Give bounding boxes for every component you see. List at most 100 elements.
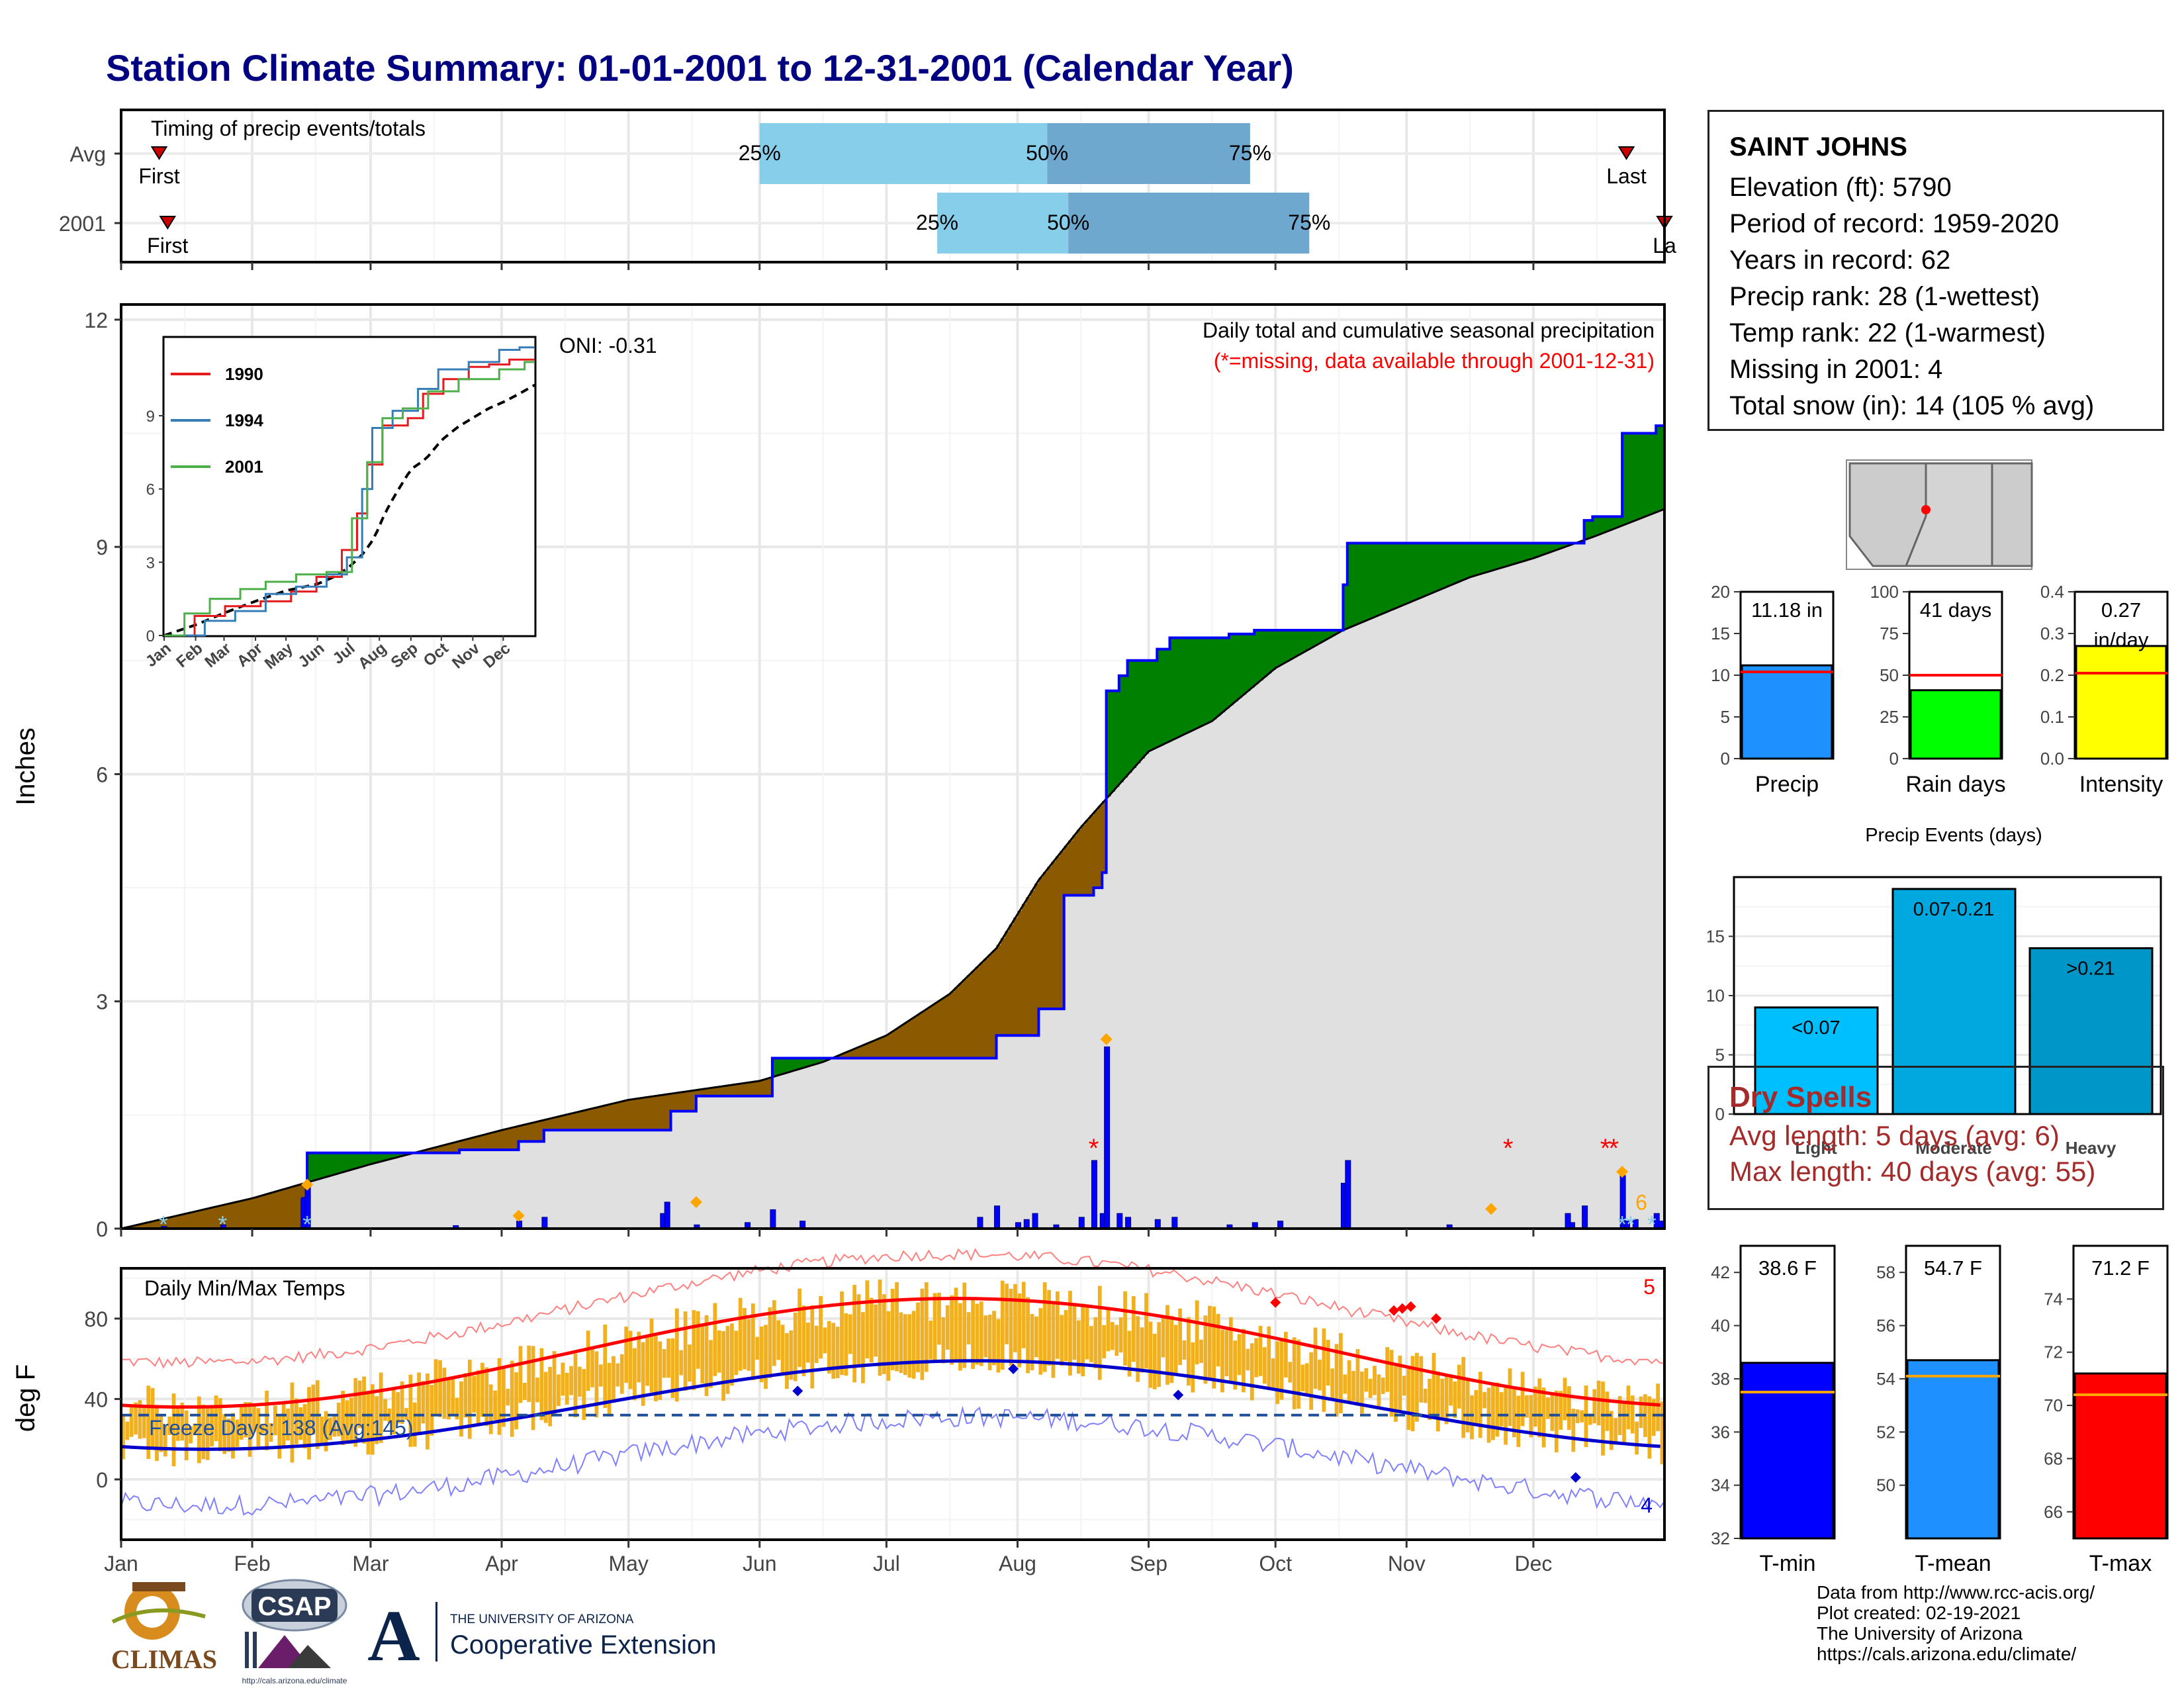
- daily-temp-bar: [548, 1367, 553, 1427]
- daily-temp-bar: [586, 1331, 590, 1391]
- station-name: SAINT JOHNS: [1729, 132, 1907, 162]
- diff-fill: [370, 1152, 375, 1164]
- diff-fill: [886, 1034, 891, 1058]
- diff-fill: [1596, 516, 1602, 535]
- diff-fill: [455, 1141, 460, 1153]
- daily-temp-bar: [1034, 1316, 1038, 1358]
- diff-fill: [751, 1082, 756, 1096]
- diff-fill: [907, 1020, 913, 1058]
- month-tick-label: Nov: [1388, 1552, 1426, 1575]
- summary-y-tick-label: 25: [1880, 707, 1899, 727]
- daily-temp-bar: [1377, 1374, 1381, 1407]
- daily-temp-bar: [852, 1284, 857, 1383]
- daily-temp-bar: [433, 1359, 438, 1415]
- diff-fill: [345, 1152, 350, 1171]
- diff-fill: [848, 1050, 853, 1058]
- daily-temp-bar: [480, 1362, 484, 1417]
- diff-fill: [1592, 516, 1598, 537]
- daily-temp-bar: [1351, 1371, 1355, 1401]
- record-high-marker: [1405, 1301, 1416, 1312]
- diff-fill: [1533, 543, 1538, 558]
- daily-temp-bar: [649, 1318, 654, 1393]
- diff-fill: [1449, 543, 1454, 585]
- daily-temp-bar: [827, 1321, 831, 1374]
- daily-temp-bar: [598, 1364, 603, 1387]
- diff-fill: [1097, 806, 1103, 888]
- diff-fill: [645, 1097, 651, 1131]
- daily-temp-bar: [1533, 1386, 1537, 1427]
- diff-fill: [1233, 633, 1238, 702]
- events-x-label: Heavy: [2066, 1138, 2116, 1158]
- daily-temp-bar: [856, 1294, 861, 1367]
- daily-temp-bar: [531, 1346, 535, 1430]
- events-bar-moderate: [1891, 888, 2017, 1115]
- daily-temp-bar: [658, 1341, 662, 1400]
- diff-fill: [713, 1087, 718, 1096]
- diff-fill: [679, 1092, 684, 1111]
- diff-fill: [920, 1011, 925, 1058]
- daily-temp-bar: [455, 1397, 459, 1420]
- daily-precip-bar: [1154, 1219, 1161, 1229]
- temp-summary-value-label: 54.7 F: [1924, 1256, 1982, 1280]
- temp-summary-x-label: T-max: [2089, 1551, 2152, 1576]
- diff-fill: [442, 1145, 447, 1153]
- diff-fill: [387, 1152, 392, 1160]
- daily-temp-bar: [1525, 1395, 1529, 1418]
- diff-fill: [1055, 856, 1060, 1009]
- daily-temp-bar: [1013, 1284, 1017, 1352]
- diff-fill: [1639, 433, 1644, 518]
- daily-temp-bar: [1254, 1338, 1259, 1378]
- diff-fill: [937, 1000, 942, 1058]
- daily-temp-bar: [1330, 1368, 1335, 1400]
- credit-line: Plot created: 02-19-2021: [1817, 1603, 2021, 1623]
- record-high-marker: [1270, 1297, 1281, 1308]
- diff-fill: [1428, 543, 1433, 594]
- daily-temp-bar: [438, 1360, 442, 1417]
- missing-marker: *: [1600, 1134, 1611, 1163]
- daily-temp-bar: [1516, 1395, 1521, 1447]
- daily-temp-bar: [1554, 1390, 1559, 1453]
- daily-temp-bar: [370, 1384, 375, 1455]
- daily-temp-bar: [1605, 1391, 1610, 1431]
- csap-text: CSAP: [257, 1592, 331, 1621]
- summary-value-label: 41 days: [1920, 598, 1992, 622]
- diff-fill: [1118, 675, 1124, 782]
- diff-fill: [1127, 660, 1132, 773]
- diff-fill: [1389, 543, 1394, 610]
- daily-precip-bar: [1078, 1217, 1085, 1229]
- daily-temp-bar: [929, 1321, 933, 1360]
- daily-temp-bar: [1588, 1413, 1592, 1425]
- diff-fill: [375, 1152, 380, 1163]
- diff-fill: [273, 1192, 278, 1229]
- daily-temp-bar: [683, 1311, 688, 1391]
- diff-fill: [721, 1086, 727, 1096]
- diff-fill: [543, 1119, 549, 1131]
- temp-summary-y-tick-label: 54: [1876, 1369, 1895, 1389]
- month-tick-label: Feb: [234, 1552, 270, 1575]
- daily-temp-bar: [759, 1326, 764, 1383]
- daily-temp-bar: [290, 1382, 295, 1463]
- diff-fill: [916, 1014, 921, 1058]
- daily-temp-bar: [1415, 1352, 1419, 1422]
- daily-temp-bar: [865, 1280, 870, 1358]
- daily-temp-bar: [1212, 1306, 1216, 1389]
- temp-summary-y-tick-label: 38: [1711, 1369, 1730, 1389]
- diff-fill: [869, 1041, 874, 1058]
- diff-fill: [506, 1128, 511, 1150]
- diff-fill: [193, 1211, 198, 1229]
- diff-fill: [1152, 660, 1158, 749]
- daily-temp-bar: [1148, 1321, 1153, 1388]
- diff-fill: [480, 1135, 486, 1150]
- daily-temp-bar: [286, 1408, 290, 1441]
- daily-precip-bar: [1345, 1160, 1351, 1229]
- daily-temp-bar: [1318, 1360, 1322, 1391]
- daily-temp-bar: [907, 1314, 912, 1378]
- daily-temp-bar: [159, 1414, 163, 1452]
- diff-fill: [637, 1098, 642, 1131]
- y-tick-label: 12: [84, 308, 108, 332]
- station-line: Years in record: 62: [1729, 246, 1951, 275]
- station-location-dot: [1921, 505, 1931, 514]
- daily-temp-bar: [1580, 1410, 1584, 1423]
- diff-fill: [1415, 543, 1420, 600]
- diff-fill: [1541, 543, 1547, 555]
